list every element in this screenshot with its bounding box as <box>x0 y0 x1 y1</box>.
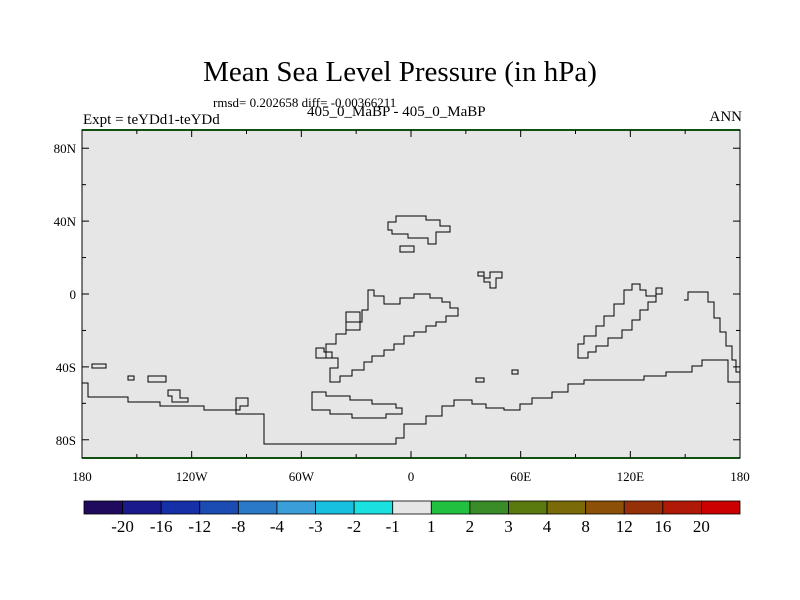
contour-line <box>399 245 415 253</box>
x-tick-label: 120E <box>617 469 645 484</box>
colorbar: -20 -16 -12 -8 -4 -3 -2 -1 1 2 3 4 8 12 16 20 <box>83 500 741 536</box>
colorbar-label: -20 <box>111 517 134 536</box>
x-tick-label: 180 <box>72 469 92 484</box>
colorbar-label: -3 <box>308 517 322 536</box>
colorbar-label: -2 <box>347 517 361 536</box>
contour-line <box>387 215 451 245</box>
contour-line <box>82 359 740 445</box>
colorbar-label: 4 <box>543 517 552 536</box>
colorbar-swatch <box>353 500 394 515</box>
x-tick-label: 180 <box>730 469 750 484</box>
y-tick-label: 0 <box>70 287 77 302</box>
colorbar-label: 3 <box>504 517 513 536</box>
y-axis: 80N 40N 0 40S 80S <box>54 141 740 448</box>
colorbar-swatch <box>160 500 201 515</box>
season-label: ANN <box>709 109 743 125</box>
y-tick-label: 80S <box>56 433 76 448</box>
contour-line <box>235 397 249 411</box>
colorbar-label: -1 <box>386 517 400 536</box>
colorbar-swatch <box>469 500 509 515</box>
colorbar-label: -16 <box>150 517 173 536</box>
stats-label: rmsd= 0.202658 diff= -0.00366211 <box>213 95 397 110</box>
experiment-label: Expt = teYDd1-teYDd <box>83 112 220 128</box>
contour-line <box>91 363 107 369</box>
contour-line <box>167 389 189 403</box>
contour-line <box>477 271 503 289</box>
colorbar-swatch <box>546 500 587 515</box>
contour-line <box>325 289 459 383</box>
contour-line <box>127 375 135 381</box>
colorbar-swatch <box>122 500 162 515</box>
plot-area <box>82 130 740 458</box>
contour-line <box>311 391 403 419</box>
colorbar-swatch <box>237 500 278 515</box>
colorbar-label: -4 <box>270 517 285 536</box>
colorbar-label: 12 <box>616 517 633 536</box>
colorbar-swatch <box>430 500 471 515</box>
colorbar-label: -12 <box>188 517 211 536</box>
colorbar-swatch <box>662 500 702 515</box>
chart-title: Mean Sea Level Pressure (in hPa) <box>203 56 597 88</box>
colorbar-label: 2 <box>466 517 475 536</box>
contour-line <box>511 369 519 375</box>
y-tick-label: 40N <box>54 214 77 229</box>
colorbar-label: 8 <box>581 517 590 536</box>
colorbar-swatch <box>585 500 625 515</box>
y-tick-label: 40S <box>56 360 76 375</box>
contour-line <box>315 347 333 359</box>
contour-line <box>147 375 167 383</box>
colorbar-swatch <box>701 500 741 515</box>
colorbar-swatch <box>276 500 316 515</box>
x-tick-label: 120W <box>176 469 209 484</box>
x-tick-label: 60W <box>289 469 315 484</box>
colorbar-swatch <box>315 500 355 515</box>
colorbar-swatch <box>83 500 123 515</box>
colorbar-swatch <box>199 500 239 515</box>
y-tick-label: 80N <box>54 141 77 156</box>
colorbar-label: 1 <box>427 517 436 536</box>
x-axis: 180 120W 60W 0 60E 120E 180 <box>72 130 750 484</box>
colorbar-label: 20 <box>693 517 710 536</box>
contour-line <box>684 291 740 373</box>
colorbar-swatch <box>392 500 432 515</box>
period-label: 405_0_MaBP - 405_0_MaBP <box>307 104 486 120</box>
x-tick-label: 0 <box>408 469 415 484</box>
x-tick-label: 60E <box>510 469 531 484</box>
colorbar-label: -8 <box>231 517 245 536</box>
colorbar-label: 16 <box>654 517 671 536</box>
contour-line <box>577 283 663 359</box>
contour-line <box>475 377 485 383</box>
colorbar-swatch <box>623 500 664 515</box>
contour-lines <box>82 215 740 445</box>
colorbar-swatch <box>508 500 548 515</box>
